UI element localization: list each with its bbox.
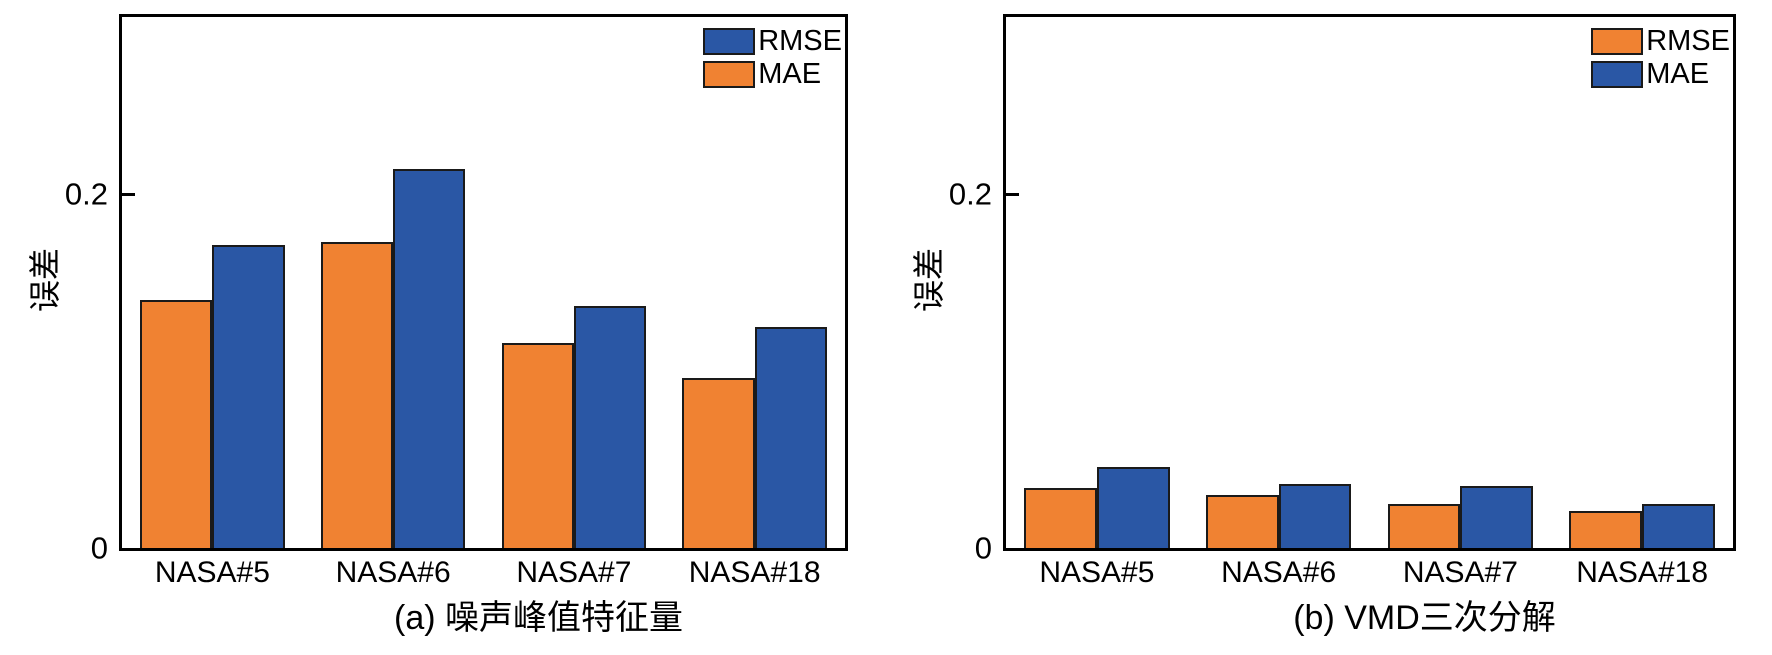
bar-b-NASA#7-MAE (1460, 486, 1534, 548)
legend-b: RMSE MAE (1591, 27, 1730, 89)
bar-b-NASA#6-MAE (1278, 484, 1352, 548)
legend-swatch-blue (1591, 61, 1644, 88)
legend-swatch-orange (703, 61, 756, 88)
bar-a-NASA#5-MAE (140, 300, 213, 548)
bar-a-NASA#6-MAE (320, 241, 394, 548)
x-tick-label: NASA#18 (688, 556, 821, 589)
legend-label: MAE (758, 58, 822, 90)
y-tick-label: 0 (90, 530, 108, 566)
x-tick-label: NASA#5 (154, 556, 270, 589)
bar-a-NASA#7-RMSE (573, 305, 647, 548)
legend-item-RMSE: RMSE (703, 27, 842, 56)
y-axis-label-b: 误差 (911, 247, 947, 312)
legend-a: RMSE MAE (703, 27, 842, 89)
bar-a-NASA#6-RMSE (393, 169, 466, 548)
legend-label: RMSE (758, 25, 842, 57)
legend-swatch-orange (1591, 28, 1644, 55)
x-tick-label: NASA#7 (516, 556, 632, 589)
bar-b-NASA#7-RMSE (1387, 503, 1461, 548)
legend-swatch-blue (703, 28, 756, 55)
bar-b-NASA#18-RMSE (1569, 510, 1643, 548)
x-tick-label: NASA#6 (335, 556, 451, 589)
bar-a-NASA#18-MAE (682, 378, 755, 548)
y-axis-label-a: 误差 (27, 247, 63, 312)
y-tick-mark (1006, 192, 1019, 196)
bar-a-NASA#7-MAE (501, 342, 574, 548)
x-tick-label: NASA#5 (1039, 556, 1155, 589)
legend-item-MAE: MAE (1591, 60, 1730, 89)
x-tick-label: NASA#6 (1221, 556, 1337, 589)
legend-item-MAE: MAE (703, 60, 842, 89)
legend-label: RMSE (1646, 25, 1730, 57)
y-tick-label: 0.2 (64, 176, 108, 212)
y-tick-label: 0.2 (948, 176, 992, 212)
bar-b-NASA#6-RMSE (1205, 494, 1279, 548)
y-tick-label: 0 (974, 530, 992, 566)
plot-area-a: RMSE MAE 0 0.2 NASA#5 NASA#6 NASA#7 NASA#18 (65, 14, 848, 588)
x-tick-label: NASA#7 (1402, 556, 1518, 589)
bar-b-NASA#18-MAE (1642, 503, 1715, 548)
bar-b-NASA#5-RMSE (1024, 487, 1097, 548)
plot-area-b: RMSE MAE 0 0.2 NASA#5 NASA#6 NASA#7 NASA#18 (949, 14, 1736, 588)
y-tick-mark (122, 192, 135, 196)
caption-b: (b) VMD三次分解 (1293, 599, 1556, 637)
x-tick-label: NASA#18 (1576, 556, 1708, 589)
legend-label: MAE (1646, 58, 1710, 90)
bar-b-NASA#5-MAE (1096, 466, 1170, 548)
caption-a: (a) 噪声峰值特征量 (394, 599, 683, 637)
bar-a-NASA#18-RMSE (754, 326, 827, 548)
legend-item-RMSE: RMSE (1591, 27, 1730, 56)
bar-a-NASA#5-RMSE (212, 245, 285, 548)
